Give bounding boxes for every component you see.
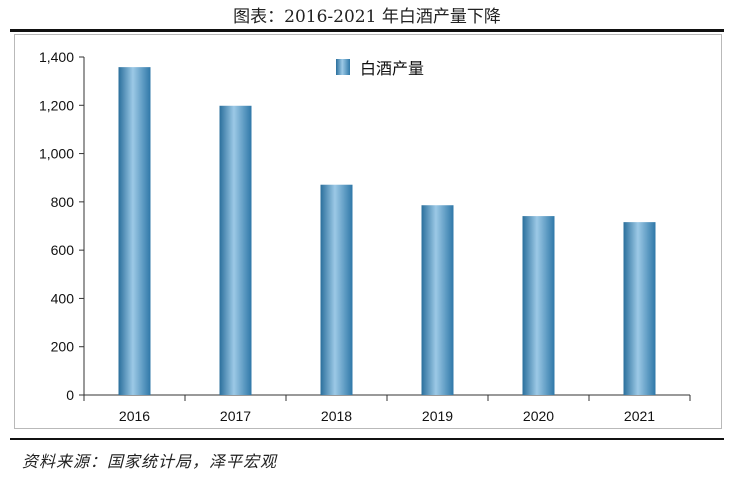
y-tick-label: 0	[66, 387, 74, 403]
bar	[118, 67, 151, 395]
x-tick-label: 2016	[119, 408, 150, 424]
legend-swatch	[336, 59, 350, 75]
legend-label: 白酒产量	[360, 59, 424, 78]
bar	[320, 184, 353, 395]
y-tick-label: 1,000	[39, 146, 74, 162]
x-tick-label: 2020	[523, 408, 554, 424]
bar	[421, 205, 454, 395]
x-tick-label: 2019	[422, 408, 453, 424]
bottom-rule	[10, 438, 724, 440]
x-tick-label: 2018	[321, 408, 352, 424]
x-tick-label: 2017	[220, 408, 251, 424]
y-tick-label: 1,200	[39, 97, 74, 113]
x-tick-label: 2021	[624, 408, 655, 424]
chart-title: 图表：2016-2021 年白酒产量下降	[233, 7, 501, 27]
y-tick-label: 800	[51, 194, 75, 210]
legend: 白酒产量	[336, 59, 424, 78]
bar	[522, 216, 555, 395]
bar	[219, 105, 252, 396]
axes	[79, 56, 691, 401]
tick-labels: 0 200 400 600 800 1,000 1,200 1,400 2016 2017 2018…	[39, 49, 655, 424]
y-tick-label: 600	[51, 242, 75, 258]
y-tick-label: 400	[51, 290, 75, 306]
y-tick-label: 200	[51, 339, 75, 355]
top-rule	[10, 29, 724, 32]
source-note: 资料来源：国家统计局，泽平宏观	[22, 452, 278, 471]
bars	[118, 67, 656, 396]
bar	[623, 222, 656, 395]
y-tick-label: 1,400	[39, 49, 74, 65]
plot-frame	[14, 34, 722, 429]
